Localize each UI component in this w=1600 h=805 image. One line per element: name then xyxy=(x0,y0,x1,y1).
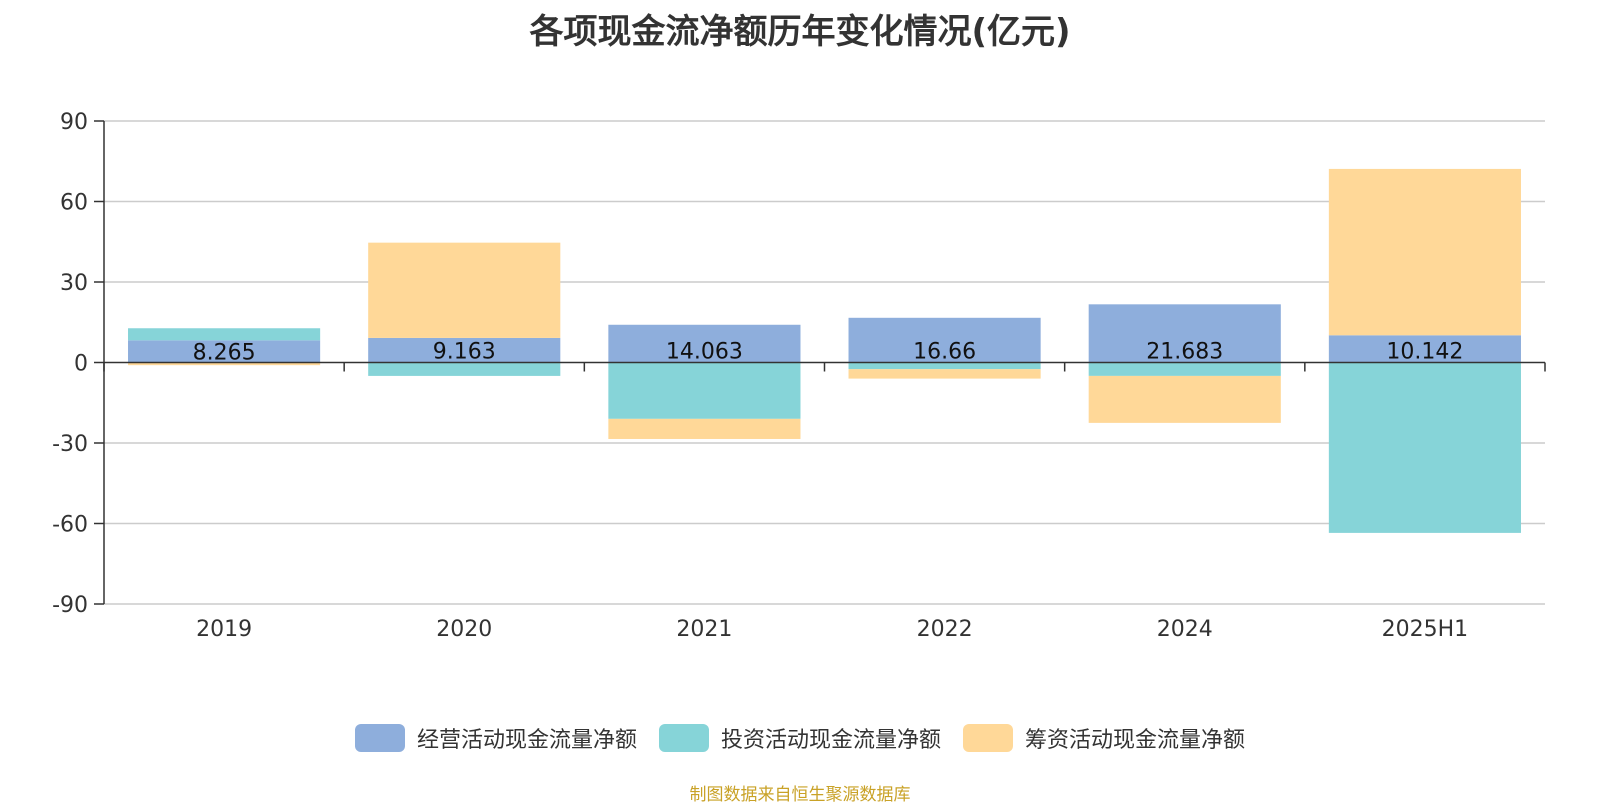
stacked-bar-chart: 90 60 30 0 -30 -60 -90 2019 2020 2021 2022 2024 2025… xyxy=(52,110,1546,642)
y-tick-label: -90 xyxy=(52,593,88,618)
legend-item-investing[interactable]: 投资活动现金流量净额 xyxy=(658,722,941,754)
legend-label-investing: 投资活动现金流量净额 xyxy=(720,728,941,753)
legend-item-operating[interactable]: 经营活动现金流量净额 xyxy=(354,722,637,754)
y-tick-label: 60 xyxy=(60,191,88,216)
bar-operating xyxy=(368,337,561,363)
bar-operating xyxy=(1088,304,1281,363)
x-tick-label: 2020 xyxy=(436,617,492,642)
legend: 经营活动现金流量净额 投资活动现金流量净额 筹资活动现金流量净额 xyxy=(0,722,1600,754)
bar-investing xyxy=(1328,362,1521,533)
x-tick-label: 2019 xyxy=(196,617,252,642)
bar-financing xyxy=(368,242,561,338)
bar-financing xyxy=(128,362,321,366)
bar-operating xyxy=(128,340,321,363)
bar-operating xyxy=(848,317,1041,363)
chart-title: 各项现金流净额历年变化情况(亿元) xyxy=(529,12,1071,52)
data-label-operating: 14.063 xyxy=(666,340,743,365)
legend-swatch-investing xyxy=(658,724,709,752)
data-label-operating: 10.142 xyxy=(1386,340,1463,365)
legend-label-operating: 经营活动现金流量净额 xyxy=(416,728,637,753)
y-tick-label: -30 xyxy=(52,432,88,457)
bar-investing xyxy=(608,362,801,419)
y-tick-label: 0 xyxy=(74,352,88,377)
x-tick-label: 2025H1 xyxy=(1382,617,1469,642)
legend-item-financing[interactable]: 筹资活动现金流量净额 xyxy=(963,722,1245,754)
y-tick-label: 30 xyxy=(60,271,88,296)
legend-label-financing: 筹资活动现金流量净额 xyxy=(1025,728,1246,753)
data-label-operating: 9.163 xyxy=(433,340,496,365)
bar-financing xyxy=(1088,375,1281,423)
x-tick-label: 2024 xyxy=(1157,617,1213,642)
legend-swatch-operating xyxy=(354,724,405,752)
legend-swatch-financing xyxy=(963,724,1013,752)
data-label-operating: 8.265 xyxy=(193,340,256,365)
bar-investing xyxy=(1088,362,1281,376)
y-tick-label: 90 xyxy=(60,110,88,135)
bar-investing xyxy=(368,362,561,376)
source-note: 制图数据来自恒生聚源数据库 xyxy=(689,785,911,805)
y-tick-label: -60 xyxy=(52,513,88,538)
bar-financing xyxy=(848,369,1041,379)
bar-financing xyxy=(1328,168,1521,336)
bar-financing xyxy=(608,418,801,439)
data-label-operating: 21.683 xyxy=(1146,340,1223,365)
bar-investing xyxy=(128,328,321,341)
bar-operating xyxy=(608,324,801,363)
bar-investing xyxy=(848,362,1041,370)
bar-operating xyxy=(1328,335,1521,363)
data-label-operating: 16.66 xyxy=(913,340,976,365)
x-tick-label: 2021 xyxy=(676,617,732,642)
x-tick-label: 2022 xyxy=(917,617,973,642)
